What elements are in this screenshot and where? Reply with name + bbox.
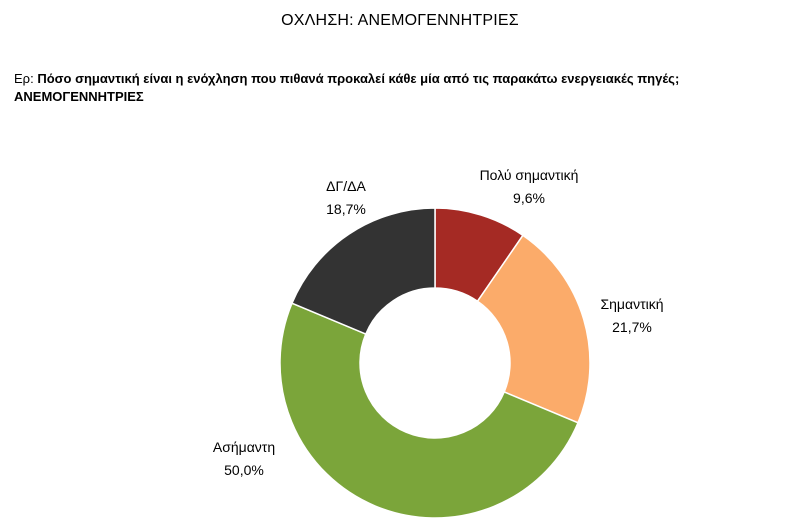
slice-value-1: 9,6% <box>513 190 545 206</box>
donut-labels: Πολύ σημαντική 9,6% Σημαντική 21,7% Ασήμαντη… <box>213 167 664 478</box>
question-subject: ΑΝΕΜΟΓΕΝΝΗΤΡΙΕΣ <box>14 89 144 104</box>
slice-label-3: Ασήμαντη <box>213 439 275 455</box>
slice-label-1: Πολύ σημαντική <box>480 167 579 183</box>
slice-value-2: 21,7% <box>612 319 652 335</box>
donut-slice-4 <box>291 207 436 336</box>
slice-label-2: Σημαντική <box>600 296 663 312</box>
question-body: Πόσο σημαντική είναι η ενόχληση που πιθα… <box>37 71 680 86</box>
donut-slice-3 <box>279 302 579 519</box>
chart-title: ΟΧΛΗΣΗ: ΑΝΕΜΟΓΕΝΝΗΤΡΙΕΣ <box>281 12 519 29</box>
question-prefix: Ερ: <box>14 71 34 86</box>
slice-value-4: 18,7% <box>326 201 366 217</box>
question-text: Ερ: Πόσο σημαντική είναι η ενόχληση που … <box>14 70 784 106</box>
slice-value-3: 50,0% <box>224 462 264 478</box>
donut-slice-2 <box>476 234 591 424</box>
donut-slices <box>279 207 591 519</box>
slice-label-4: ΔΓ/ΔΑ <box>326 178 366 194</box>
